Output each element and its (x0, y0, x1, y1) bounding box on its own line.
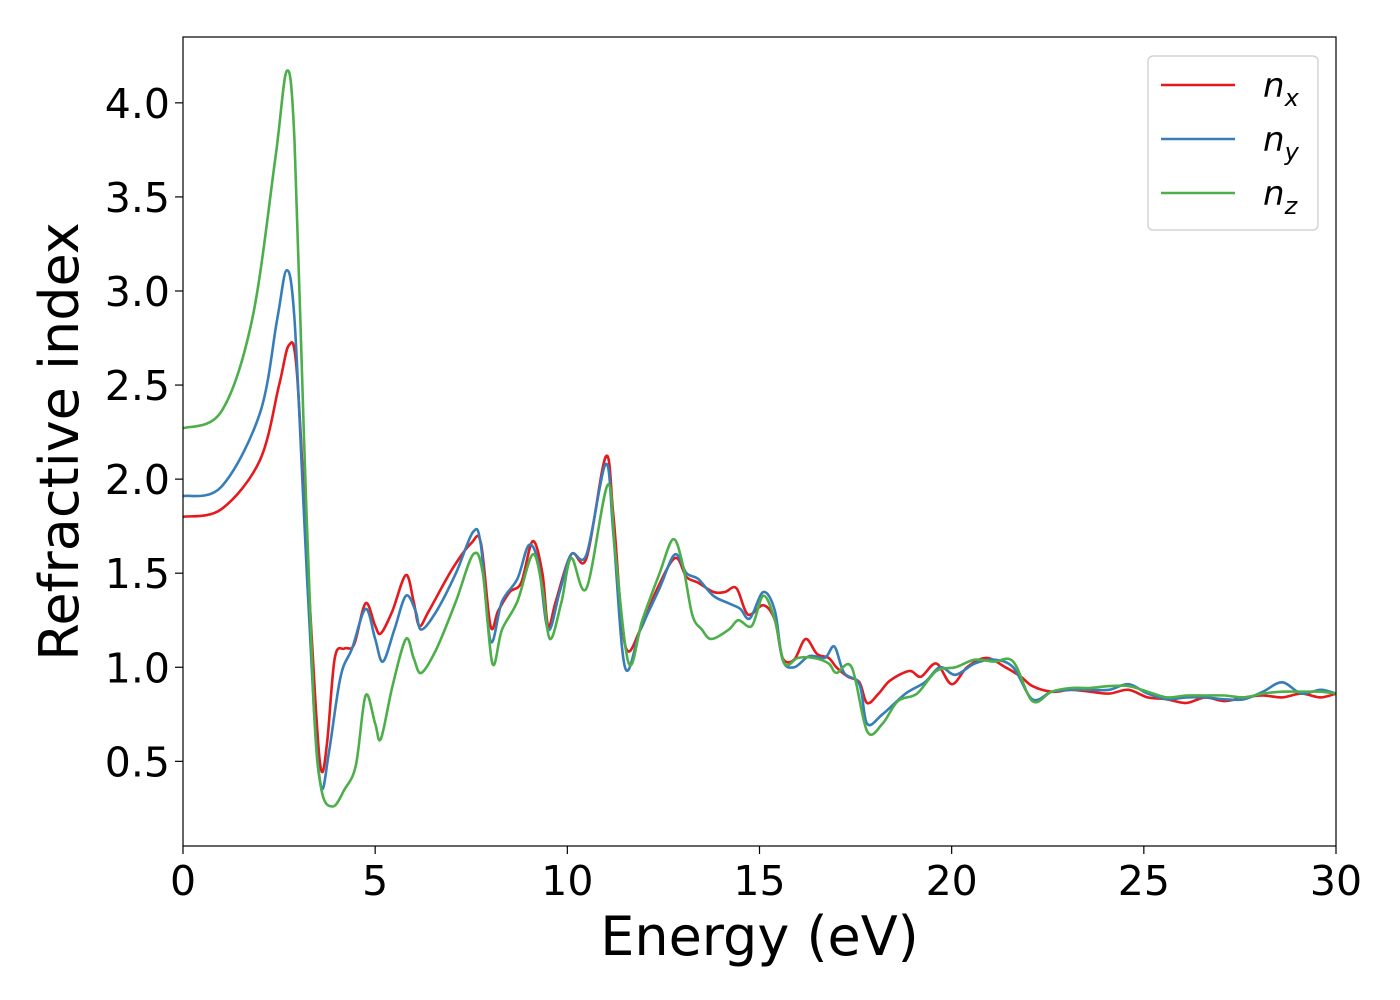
series-line-nx (183, 341, 1336, 774)
legend-label-nx: nx (1263, 66, 1300, 112)
series-line-nz (183, 69, 1336, 808)
y-tick-label: 2.0 (105, 456, 170, 504)
legend-label-ny: ny (1263, 120, 1300, 166)
x-tick-label: 15 (733, 857, 785, 905)
ticks-layer: 0 5 10 15 20 25 30 0.5 1.0 1.5 2.0 2.5 3.0 3.5 4.0 (105, 80, 1362, 905)
x-tick-label: 0 (170, 857, 196, 905)
y-tick-label: 0.5 (105, 738, 170, 786)
x-tick-label: 30 (1310, 857, 1362, 905)
y-tick-label: 3.5 (105, 174, 170, 222)
y-tick-label: 1.0 (105, 644, 170, 692)
x-tick-label: 10 (541, 857, 593, 905)
x-tick-label: 20 (926, 857, 978, 905)
x-tick-label: 5 (362, 857, 388, 905)
x-tick-label: 25 (1118, 857, 1170, 905)
y-tick-label: 3.0 (105, 268, 170, 316)
series-line-ny (183, 269, 1336, 791)
y-tick-label: 2.5 (105, 362, 170, 410)
y-tick-label: 1.5 (105, 550, 170, 598)
legend-box (1147, 55, 1319, 231)
y-tick-label: 4.0 (105, 80, 170, 128)
x-axis-title: Energy (eV) (600, 905, 919, 968)
y-axis-title: Refractive index (28, 222, 91, 661)
series-layer (183, 69, 1336, 808)
